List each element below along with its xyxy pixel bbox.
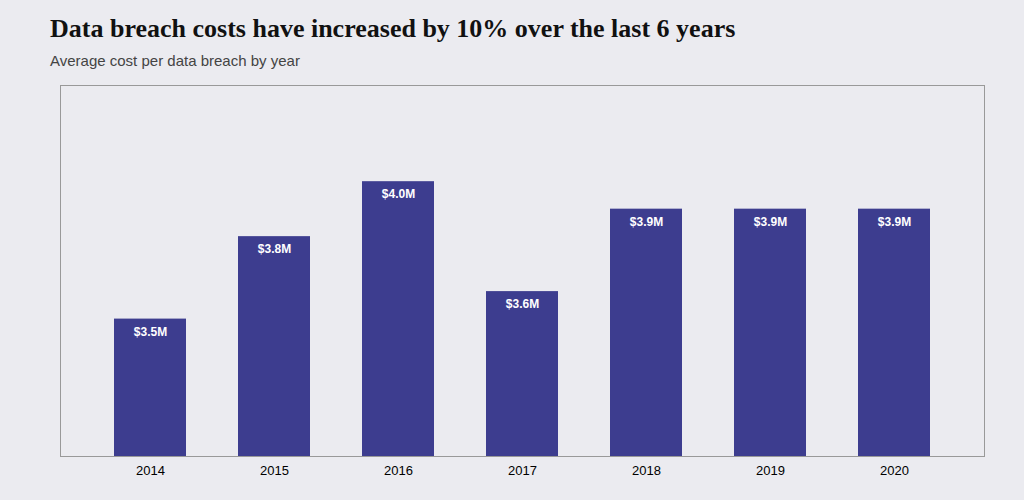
svg-text:$3.9M: $3.9M [754,215,787,229]
svg-text:$3.8M: $3.8M [258,242,291,256]
html-text:Data breach costs have increas: Data breach costs have increased by 10% … [50,14,736,43]
html-text:Average cost per data breach b: Average cost per data breach by year [50,52,300,69]
svg-text:$3.6M: $3.6M [506,297,539,311]
svg-text:$3.5M: $3.5M [134,325,167,339]
svg-text:$3.9M: $3.9M [878,215,911,229]
svg-text:2016: 2016 [384,463,413,478]
svg-text:$4.0M: $4.0M [382,187,415,201]
svg-text:2017: 2017 [508,463,537,478]
svg-text:$3.9M: $3.9M [630,215,663,229]
svg-text:2020: 2020 [880,463,909,478]
svg-text:2018: 2018 [632,463,661,478]
svg-text:2014: 2014 [136,463,165,478]
svg-text:2015: 2015 [260,463,289,478]
svg-text:2019: 2019 [756,463,785,478]
